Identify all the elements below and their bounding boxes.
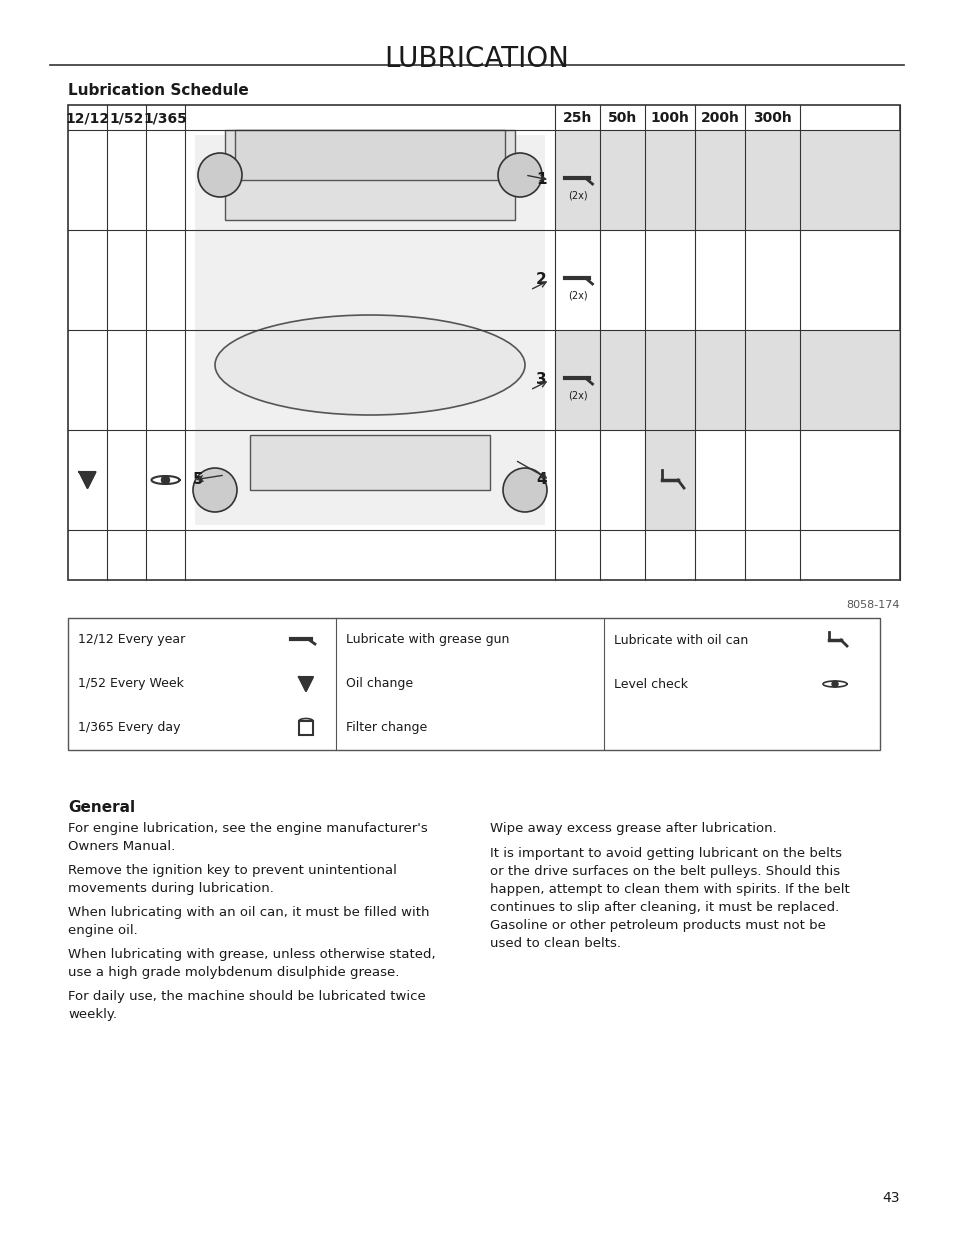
Text: 8058-174: 8058-174 (845, 600, 899, 610)
Circle shape (198, 153, 242, 198)
Text: Wipe away excess grease after lubrication.: Wipe away excess grease after lubricatio… (490, 823, 776, 835)
Circle shape (161, 475, 170, 484)
Bar (68, 618, 879, 750)
Text: 12/12: 12/12 (66, 111, 110, 125)
Text: (2x): (2x) (567, 390, 587, 400)
Bar (225, 130, 515, 220)
Text: 1/52: 1/52 (110, 111, 144, 125)
Text: 200h: 200h (700, 111, 739, 125)
Text: Lubricate with oil can: Lubricate with oil can (614, 634, 747, 646)
Bar (555, 130, 899, 230)
Text: 12/12 Every year: 12/12 Every year (78, 634, 185, 646)
Circle shape (193, 468, 236, 513)
Text: 300h: 300h (752, 111, 791, 125)
Text: 1/365 Every day: 1/365 Every day (78, 721, 180, 735)
Text: 5: 5 (193, 473, 203, 488)
Bar (298, 721, 313, 735)
Text: Lubricate with grease gun: Lubricate with grease gun (346, 634, 509, 646)
Circle shape (502, 468, 546, 513)
Text: 1/52 Every Week: 1/52 Every Week (78, 678, 184, 690)
Ellipse shape (214, 315, 524, 415)
Text: 4: 4 (536, 473, 546, 488)
Polygon shape (79, 472, 95, 488)
Bar (555, 330, 899, 430)
Bar (250, 435, 490, 490)
Bar (194, 135, 544, 525)
Bar (644, 430, 695, 530)
Text: Filter change: Filter change (346, 721, 427, 735)
Text: 100h: 100h (650, 111, 689, 125)
Polygon shape (298, 677, 313, 692)
Text: Oil change: Oil change (346, 678, 413, 690)
Text: Remove the ignition key to prevent unintentional
movements during lubrication.: Remove the ignition key to prevent unint… (68, 864, 396, 895)
Text: 43: 43 (882, 1191, 899, 1205)
Text: 50h: 50h (607, 111, 637, 125)
Text: When lubricating with an oil can, it must be filled with
engine oil.: When lubricating with an oil can, it mus… (68, 906, 429, 937)
Ellipse shape (298, 719, 313, 724)
Text: It is important to avoid getting lubricant on the belts
or the drive surfaces on: It is important to avoid getting lubrica… (490, 847, 849, 950)
Text: (2x): (2x) (567, 290, 587, 300)
Text: 3: 3 (536, 373, 546, 388)
Circle shape (497, 153, 541, 198)
Text: (2x): (2x) (567, 190, 587, 200)
Text: For engine lubrication, see the engine manufacturer's
Owners Manual.: For engine lubrication, see the engine m… (68, 823, 427, 853)
Text: 2: 2 (536, 273, 546, 288)
Circle shape (831, 680, 837, 687)
Text: 1/365: 1/365 (143, 111, 187, 125)
Text: General: General (68, 800, 135, 815)
Text: Lubrication Schedule: Lubrication Schedule (68, 83, 249, 98)
Bar (234, 130, 504, 180)
Text: 25h: 25h (562, 111, 592, 125)
Text: LUBRICATION: LUBRICATION (384, 44, 569, 73)
Bar (68, 105, 899, 580)
Text: Level check: Level check (614, 678, 687, 690)
Text: 1: 1 (536, 173, 546, 188)
Text: For daily use, the machine should be lubricated twice
weekly.: For daily use, the machine should be lub… (68, 990, 425, 1021)
Text: When lubricating with grease, unless otherwise stated,
use a high grade molybden: When lubricating with grease, unless oth… (68, 948, 436, 979)
